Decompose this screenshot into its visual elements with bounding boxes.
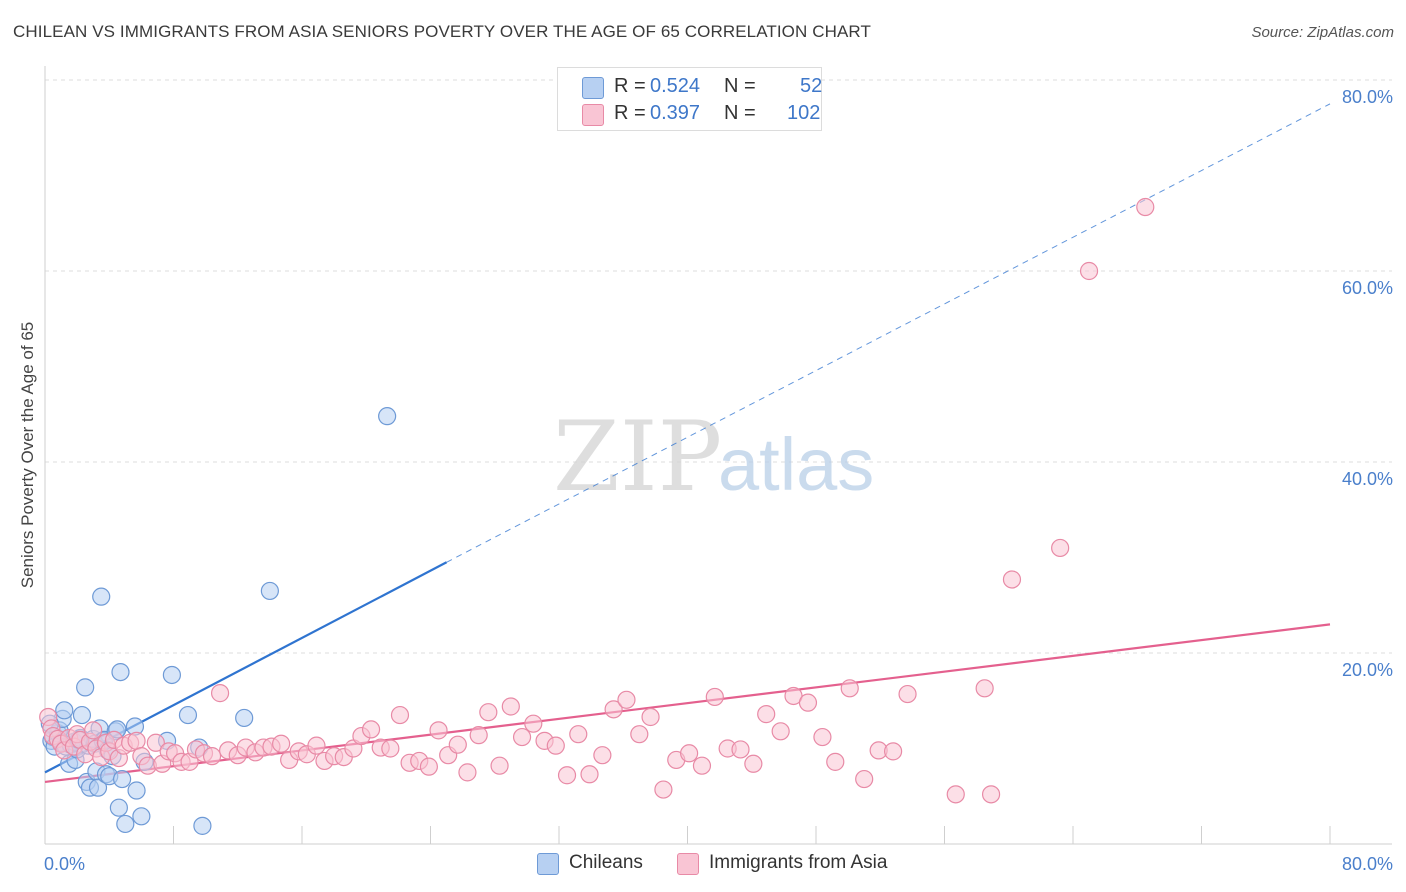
point-asia bbox=[654, 780, 673, 799]
point-asia bbox=[731, 740, 750, 759]
point-chileans bbox=[55, 701, 74, 720]
point-asia bbox=[569, 725, 588, 744]
point-asia bbox=[855, 769, 874, 789]
x-tick-label: 0.0% bbox=[44, 854, 85, 874]
point-asia bbox=[501, 697, 520, 716]
point-chileans bbox=[178, 705, 198, 725]
point-asia bbox=[307, 736, 326, 755]
point-asia bbox=[826, 752, 845, 771]
point-chileans bbox=[260, 581, 279, 601]
point-asia bbox=[692, 756, 712, 775]
point-asia bbox=[798, 693, 818, 712]
point-asia bbox=[458, 763, 477, 782]
y-axis-label: Seniors Poverty Over the Age of 65 bbox=[18, 322, 37, 588]
legend-r-value: 0.397 bbox=[650, 102, 701, 124]
point-chileans bbox=[127, 781, 146, 800]
point-chileans bbox=[132, 807, 151, 826]
point-asia bbox=[361, 720, 381, 739]
point-asia bbox=[210, 684, 230, 703]
point-chileans bbox=[378, 407, 397, 426]
y-tick-label: 60.0% bbox=[1342, 278, 1393, 298]
point-asia bbox=[1002, 570, 1022, 589]
point-chileans bbox=[88, 778, 108, 797]
point-asia bbox=[593, 746, 612, 765]
point-chileans bbox=[193, 816, 212, 835]
point-chileans bbox=[109, 798, 128, 817]
grid-lines bbox=[45, 79, 1392, 654]
point-asia bbox=[469, 726, 488, 745]
legend-n-label: N = bbox=[724, 75, 756, 97]
chart-title: CHILEAN VS IMMIGRANTS FROM ASIA SENIORS … bbox=[13, 22, 871, 41]
correlation-legend: R = 0.524 N = 52 R = 0.397 N = 102 bbox=[557, 67, 822, 131]
watermark-zip: ZIP bbox=[553, 401, 722, 513]
point-asia bbox=[146, 733, 165, 752]
point-asia bbox=[617, 690, 636, 709]
legend-r-value: 0.524 bbox=[650, 75, 701, 97]
y-tick-label: 20.0% bbox=[1342, 660, 1393, 680]
point-asia bbox=[883, 742, 903, 761]
point-chileans bbox=[112, 769, 132, 789]
legend-swatch-asia bbox=[582, 104, 604, 126]
point-asia bbox=[1136, 197, 1155, 217]
point-asia bbox=[840, 679, 859, 698]
point-chileans bbox=[116, 814, 135, 834]
watermark-atlas: atlas bbox=[718, 423, 874, 506]
point-asia bbox=[1051, 538, 1070, 558]
x-tick-label: 80.0% bbox=[1342, 854, 1393, 874]
point-asia bbox=[946, 785, 965, 804]
point-chileans bbox=[162, 665, 181, 685]
legend-r-label: R = bbox=[614, 102, 646, 124]
legend-swatch-chileans bbox=[582, 77, 604, 99]
point-asia bbox=[381, 739, 400, 758]
point-asia bbox=[272, 734, 291, 753]
point-chileans bbox=[72, 705, 92, 725]
point-asia bbox=[84, 721, 103, 740]
point-chileans bbox=[111, 662, 130, 682]
point-asia bbox=[898, 684, 917, 704]
point-asia bbox=[975, 679, 994, 698]
point-asia bbox=[757, 705, 776, 724]
point-asia bbox=[630, 725, 649, 744]
point-asia bbox=[580, 765, 599, 784]
point-asia bbox=[524, 714, 543, 733]
point-asia bbox=[546, 736, 565, 755]
legend-n-value: 102 bbox=[787, 102, 821, 124]
point-asia bbox=[429, 721, 448, 740]
point-chileans bbox=[92, 587, 111, 606]
point-asia bbox=[771, 722, 790, 741]
point-asia bbox=[604, 700, 623, 719]
point-chileans bbox=[76, 678, 95, 697]
point-asia bbox=[1079, 261, 1099, 281]
point-asia bbox=[680, 744, 699, 763]
point-asia bbox=[490, 756, 509, 775]
point-asia bbox=[419, 757, 438, 776]
legend-n-label: N = bbox=[724, 102, 756, 124]
point-asia bbox=[744, 754, 763, 773]
legend-swatch-chileans bbox=[537, 853, 559, 875]
point-asia bbox=[390, 705, 410, 725]
y-tick-label: 80.0% bbox=[1342, 87, 1393, 107]
point-asia bbox=[705, 687, 724, 707]
point-asia bbox=[981, 785, 1001, 804]
trend-line-chileans-extension bbox=[446, 103, 1331, 563]
data-points bbox=[39, 197, 1155, 835]
point-asia bbox=[512, 727, 532, 747]
point-asia bbox=[448, 735, 467, 754]
y-tick-label: 40.0% bbox=[1342, 469, 1393, 489]
legend-label-asia: Immigrants from Asia bbox=[709, 852, 888, 873]
point-asia bbox=[813, 727, 832, 747]
legend-n-value: 52 bbox=[800, 75, 823, 97]
point-chileans bbox=[235, 708, 254, 728]
tick-labels: 20.0% 40.0% 60.0% 80.0% 0.0% 80.0% bbox=[44, 87, 1393, 874]
point-asia bbox=[479, 703, 498, 722]
point-asia bbox=[202, 747, 222, 766]
legend-label-chileans: Chileans bbox=[569, 852, 643, 873]
legend-r-label: R = bbox=[614, 75, 646, 97]
point-asia bbox=[127, 731, 146, 750]
point-asia bbox=[641, 707, 660, 727]
point-asia bbox=[557, 766, 577, 785]
legend-swatch-asia bbox=[677, 853, 699, 875]
source-credit: Source: ZipAtlas.com bbox=[1251, 24, 1394, 41]
